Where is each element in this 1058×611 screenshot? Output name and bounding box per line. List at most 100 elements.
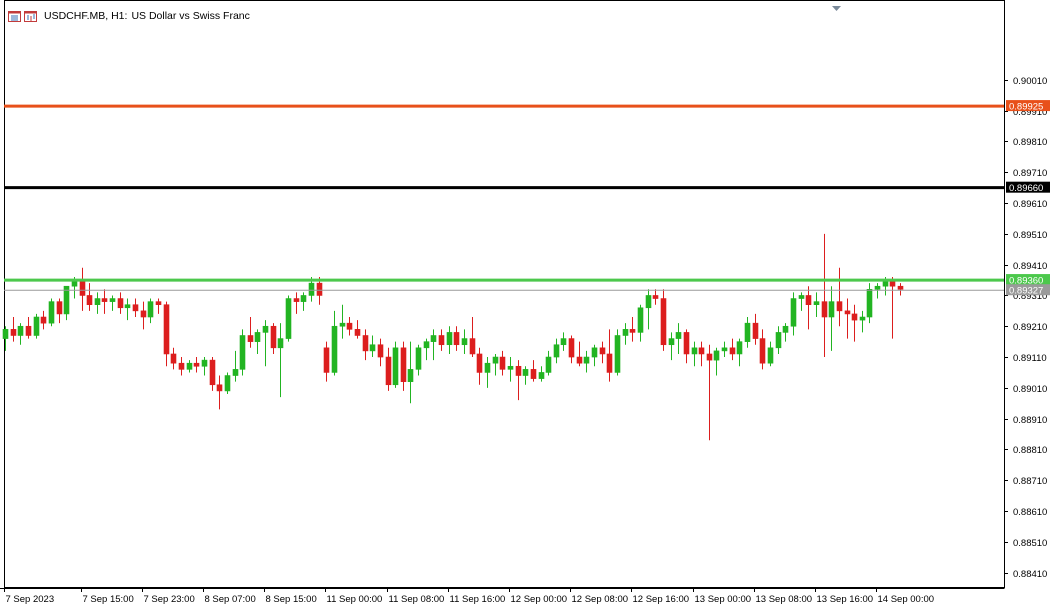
bull-candle-body [277,338,284,349]
bear-candle-body [117,298,124,309]
bull-candle-body [17,325,24,336]
price-tick-label: 0.88410 [1013,569,1047,580]
price-tick-label: 0.89610 [1013,199,1047,210]
bear-candle-body [515,365,522,376]
bear-candle-body [706,353,713,361]
bull-candle-body [339,322,346,327]
bear-candle-body [752,322,759,339]
time-tick-label: 8 Sep 15:00 [266,594,317,605]
bull-candle-body [446,332,453,346]
bull-candle-body [866,289,873,318]
price-tick-label: 0.89810 [1013,137,1047,148]
price-tick-label: 0.89910 [1013,107,1047,118]
bear-candle-body [836,301,843,312]
bull-candle-body [522,369,529,376]
bull-candle-body [392,347,399,386]
bear-candle-body [316,282,323,296]
resistance-price-tag [1006,100,1050,112]
bull-candle-body [775,332,782,349]
bear-candle-body [400,347,407,382]
price-tick-label: 0.88510 [1013,538,1047,549]
pivot-price-label: 0.89660 [1009,183,1043,194]
bear-candle-body [897,285,904,290]
bear-candle-body [132,304,139,312]
bull-candle-body [254,332,261,342]
bear-candle-body [660,298,667,346]
chart-shift-marker [832,6,841,11]
bear-candle-body [568,338,575,358]
bull-candle-body [675,332,682,339]
bear-candle-body [293,298,300,302]
bear-candle-body [10,329,17,336]
time-tick-label: 13 Sep 08:00 [756,594,813,605]
chart-title: USDCHF.MB, H1: US Dollar vs Swiss Franc [44,10,250,22]
price-tick-label: 0.89310 [1013,291,1047,302]
bull-candle-body [239,335,246,370]
bear-candle-body [530,369,537,379]
chart-window-icon[interactable] [24,10,37,22]
list-icon[interactable] [8,10,21,22]
time-tick-label: 12 Sep 00:00 [511,594,568,605]
bull-candle-body [790,298,797,327]
bull-candle-body [63,285,70,315]
plot-frame [4,0,1005,588]
bear-candle-body [698,347,705,355]
time-tick-label: 11 Sep 00:00 [327,594,383,605]
bull-candle-body [484,362,491,373]
time-tick-label: 12 Sep 08:00 [572,594,629,605]
bull-candle-body [545,356,552,373]
bear-candle-body [476,353,483,373]
bear-candle-body [209,359,216,386]
bear-candle-body [86,295,93,305]
bull-candle-body [461,338,468,346]
bear-candle-body [170,353,177,364]
price-tick-label: 0.88810 [1013,445,1047,456]
bull-candle-body [492,356,499,364]
pivot-price-tag [1006,181,1050,193]
bull-candle-body [782,325,789,333]
bear-candle-body [683,332,690,355]
bull-candle-body [691,347,698,355]
bear-candle-body [469,338,476,355]
bull-candle-body [2,329,9,339]
bull-candle-body [300,295,307,302]
bear-candle-body [805,295,812,305]
bull-candle-body [331,325,338,373]
bear-candle-body [438,335,445,346]
bear-candle-body [599,347,606,355]
bull-candle-body [538,372,545,379]
bear-candle-body [377,344,384,358]
price-tick-label: 0.88710 [1013,476,1047,487]
bear-candle-body [759,338,766,364]
bull-candle-body [583,356,590,364]
price-tick-label: 0.89710 [1013,168,1047,179]
bull-candle-body [736,341,743,355]
current-price-label: 0.89327 [1009,286,1043,297]
bull-candle-body [622,329,629,336]
bull-candle-body [423,341,430,349]
symbol-label: USDCHF.MB, H1: [44,10,128,22]
bear-candle-body [193,362,200,367]
time-tick-label: 12 Sep 16:00 [633,594,690,605]
bear-candle-body [270,325,277,349]
resistance-price-label: 0.89925 [1009,102,1043,113]
bear-candle-body [323,347,330,373]
time-tick-label: 8 Sep 07:00 [205,594,256,605]
bear-candle-body [844,310,851,315]
bull-candle-body [232,369,239,376]
bull-candle-body [147,301,154,318]
bear-candle-body [499,356,506,370]
bear-candle-body [101,298,108,302]
bull-candle-body [48,301,55,324]
time-tick-label: 13 Sep 00:00 [695,594,752,605]
chart-header: USDCHF.MB, H1: US Dollar vs Swiss Franc [8,9,250,23]
bull-candle-body [553,344,560,358]
time-tick-label: 7 Sep 15:00 [83,594,134,605]
price-tick-label: 0.88610 [1013,507,1047,518]
bear-candle-body [385,356,392,386]
bull-candle-body [828,301,835,318]
bull-candle-body [874,285,881,290]
bull-candle-body [645,295,652,309]
